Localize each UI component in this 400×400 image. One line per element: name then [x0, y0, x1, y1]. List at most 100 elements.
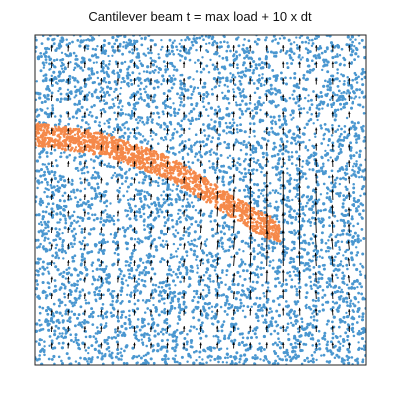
medium-particle [149, 134, 152, 138]
medium-particle [342, 198, 346, 202]
medium-particle [51, 202, 55, 206]
medium-particle [281, 152, 285, 156]
medium-particle [316, 47, 321, 51]
medium-particle [196, 223, 201, 228]
medium-particle [90, 105, 94, 109]
medium-particle [129, 261, 132, 265]
medium-particle [354, 297, 358, 301]
medium-particle [244, 158, 247, 161]
medium-particle [345, 300, 349, 304]
medium-particle [135, 39, 139, 43]
medium-particle [294, 136, 297, 139]
medium-particle [134, 107, 137, 111]
medium-particle [195, 70, 199, 73]
medium-particle [61, 320, 65, 324]
medium-particle [61, 231, 64, 235]
medium-particle [264, 38, 267, 42]
medium-particle [259, 358, 262, 361]
medium-particle [336, 240, 340, 243]
medium-particle [74, 232, 78, 236]
medium-particle [138, 181, 141, 184]
medium-particle [353, 134, 357, 138]
medium-particle [359, 239, 362, 242]
medium-particle [85, 165, 89, 169]
medium-particle [93, 189, 97, 193]
medium-particle [59, 155, 63, 158]
medium-particle [222, 336, 227, 341]
medium-particle [195, 255, 199, 259]
medium-particle [120, 81, 123, 84]
medium-particle [141, 120, 145, 124]
medium-particle [355, 207, 358, 210]
medium-particle [108, 106, 112, 110]
medium-particle [52, 58, 56, 62]
medium-particle [256, 356, 259, 359]
medium-particle [340, 277, 344, 280]
medium-particle [293, 178, 296, 182]
medium-particle [171, 64, 175, 68]
medium-particle [322, 165, 325, 168]
medium-particle [271, 266, 275, 270]
medium-particle [252, 160, 256, 163]
medium-particle [99, 217, 103, 220]
medium-particle [68, 80, 71, 83]
medium-particle [188, 194, 192, 198]
medium-particle [339, 260, 343, 263]
medium-particle [261, 309, 264, 312]
medium-particle [242, 140, 246, 143]
medium-particle [59, 79, 63, 82]
medium-particle [309, 197, 313, 201]
medium-particle [301, 165, 304, 168]
medium-particle [64, 309, 68, 313]
medium-particle [114, 60, 118, 63]
medium-particle [352, 182, 355, 186]
medium-particle [196, 271, 199, 274]
medium-particle [156, 349, 160, 353]
medium-particle [201, 100, 205, 103]
medium-particle [119, 108, 123, 112]
medium-particle [256, 347, 260, 351]
medium-particle [99, 220, 103, 224]
medium-particle [227, 165, 231, 169]
medium-particle [361, 337, 365, 341]
medium-particle [326, 92, 329, 96]
medium-particle [162, 245, 165, 249]
medium-particle [136, 121, 140, 125]
medium-particle [265, 151, 268, 155]
medium-particle [220, 117, 224, 121]
medium-particle [241, 239, 245, 243]
medium-particle [236, 63, 239, 66]
medium-particle [171, 346, 175, 350]
medium-particle [169, 76, 174, 80]
medium-particle [130, 113, 134, 117]
medium-particle [317, 107, 321, 111]
medium-particle [288, 316, 293, 320]
medium-particle [37, 213, 41, 217]
medium-particle [296, 269, 299, 273]
medium-particle [57, 256, 61, 260]
medium-particle [172, 290, 177, 294]
medium-particle [79, 356, 82, 360]
medium-particle [343, 58, 347, 62]
medium-particle [175, 335, 179, 339]
medium-particle [222, 320, 226, 323]
medium-particle [138, 273, 141, 277]
medium-particle [220, 325, 224, 329]
medium-particle [169, 139, 172, 142]
medium-particle [76, 80, 80, 84]
medium-particle [92, 335, 96, 338]
medium-particle [156, 112, 160, 115]
medium-particle [92, 159, 96, 163]
medium-particle [252, 198, 256, 202]
medium-particle [188, 284, 192, 287]
medium-particle [96, 278, 100, 282]
medium-particle [223, 232, 226, 236]
medium-particle [336, 155, 340, 159]
medium-particle [294, 101, 298, 105]
medium-particle [140, 271, 144, 275]
medium-particle [164, 221, 168, 225]
medium-particle [100, 283, 104, 287]
medium-particle [57, 326, 61, 330]
medium-particle [288, 53, 292, 57]
medium-particle [255, 106, 259, 111]
